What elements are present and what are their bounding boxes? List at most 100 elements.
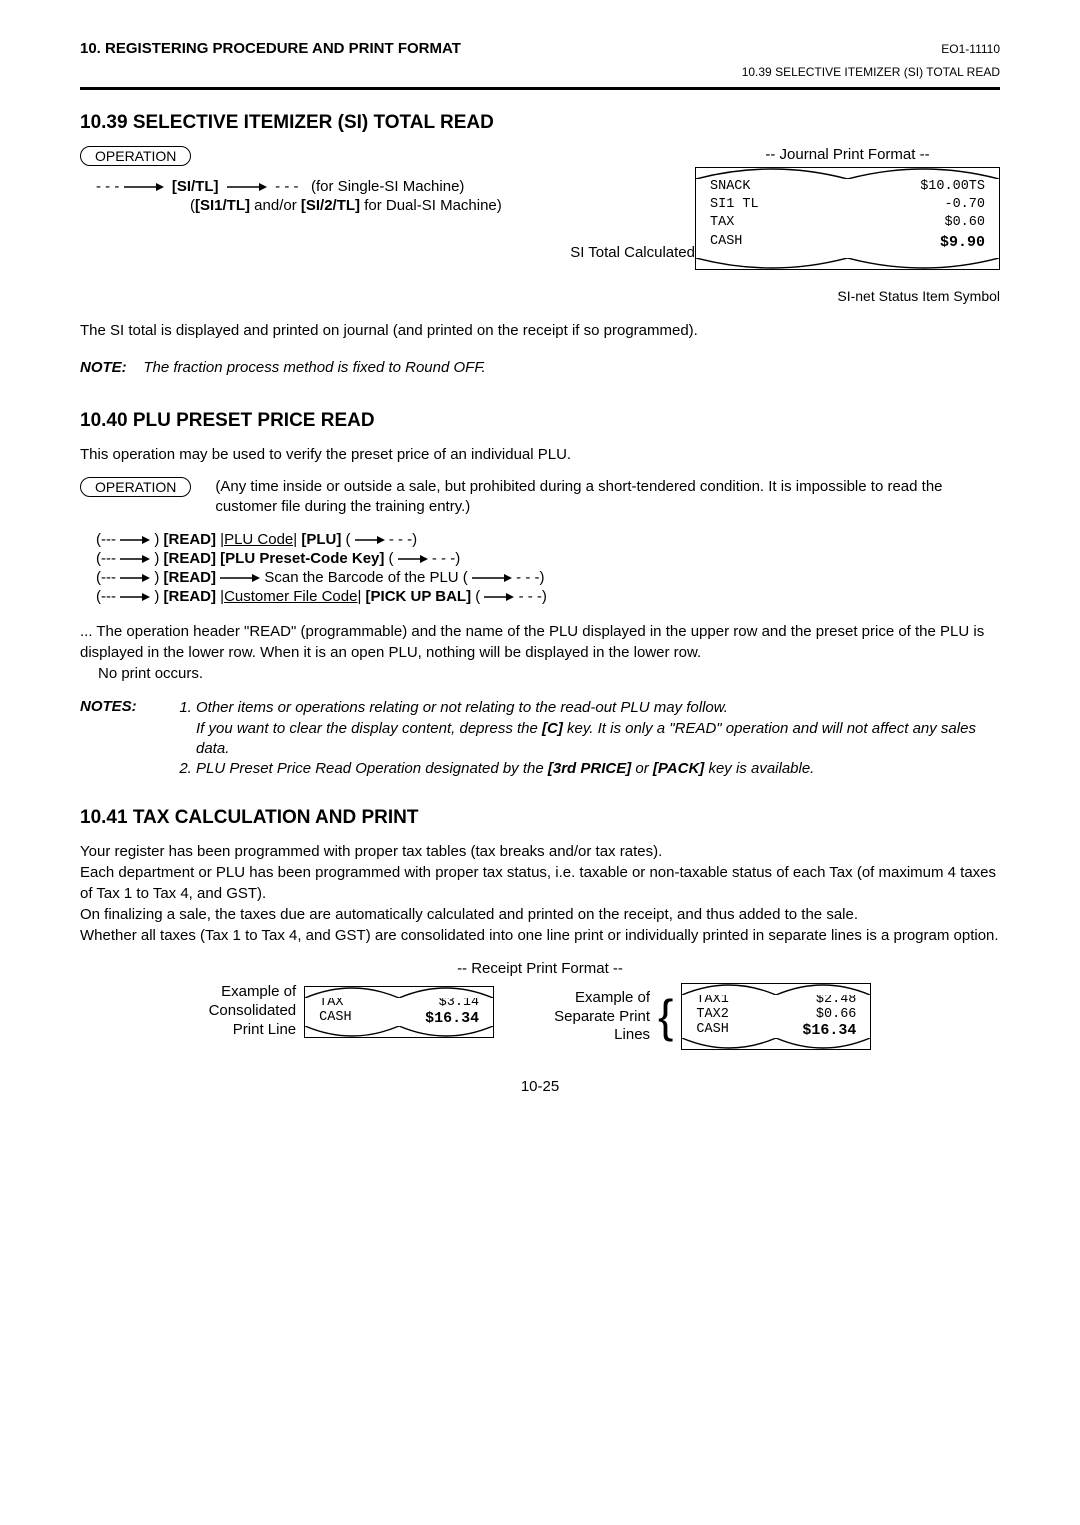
tear-icon: [696, 258, 999, 270]
flow-suffix: (for Single-SI Machine): [311, 178, 464, 195]
note-text: If you want to clear the display content…: [196, 720, 542, 737]
tear-icon: [682, 983, 870, 995]
plu-code: |PLU Code|: [220, 531, 297, 548]
key-pack: [PACK]: [653, 760, 704, 777]
operation-badge: OPERATION: [80, 146, 191, 166]
tear-icon: [305, 1026, 493, 1038]
doc-id: EO1-11110: [941, 42, 1000, 56]
arrow-icon: [472, 573, 512, 583]
receipt-value: $10.00TS: [920, 178, 985, 196]
receipt-label: CASH: [696, 1022, 728, 1039]
note-text: or: [631, 760, 653, 777]
si-status-label: SI-net Status Item Symbol: [695, 288, 1000, 304]
tear-icon: [696, 167, 999, 179]
note-label: NOTE:: [80, 359, 127, 376]
section-1039-body: OPERATION - - - [SI/TL] - - - (for Singl…: [80, 146, 1000, 304]
section-1041-body: Your register has been programmed with p…: [80, 841, 1000, 946]
label-line: Separate Print: [554, 1008, 650, 1025]
page-number: 10-25: [80, 1078, 1000, 1095]
brace-icon: {: [658, 996, 673, 1037]
notes-block: NOTES: Other items or operations relatin…: [80, 698, 1000, 779]
label-line: Consolidated: [209, 1002, 297, 1019]
para: Whether all taxes (Tax 1 to Tax 4, and G…: [80, 925, 1000, 946]
tear-icon: [682, 1038, 870, 1050]
section-1041-title: 10.41 TAX CALCULATION AND PRINT: [80, 807, 1000, 829]
key-pickup-bal: [PICK UP BAL]: [366, 588, 472, 605]
example-separate: Example of Separate Print Lines { TAX1$2…: [554, 983, 871, 1050]
arrow-icon: [355, 535, 385, 545]
receipt-label: SI1 TL: [710, 196, 759, 214]
body-text-2: No print occurs.: [80, 665, 203, 682]
section-1040-title: 10.40 PLU PRESET PRICE READ: [80, 410, 1000, 432]
chapter-title: 10. REGISTERING PROCEDURE AND PRINT FORM…: [80, 40, 461, 57]
key-read: [READ]: [164, 550, 217, 567]
receipt-value: -0.70: [944, 196, 985, 214]
key-read: [READ]: [164, 531, 217, 548]
scan-barcode-text: Scan the Barcode of the PLU: [264, 569, 458, 586]
arrow-icon: [227, 182, 267, 192]
receipt-value: $9.90: [940, 233, 985, 253]
receipt-box: TAX$3.14 CASH$16.34: [304, 986, 494, 1038]
operation-row: OPERATION (Any time inside or outside a …: [80, 477, 1000, 518]
receipt-examples: Example of Consolidated Print Line TAX$3…: [80, 983, 1000, 1050]
example-label: Example of Separate Print Lines: [554, 989, 650, 1045]
receipt-format-label: -- Receipt Print Format --: [80, 960, 1000, 977]
read-lines: (--- ) [READ] |PLU Code| [PLU] ( - - -) …: [80, 531, 1000, 605]
page-header: 10. REGISTERING PROCEDURE AND PRINT FORM…: [80, 40, 1000, 57]
read-line: (--- ) [READ] |Customer File Code| [PICK…: [96, 588, 1000, 605]
body-text: ... The operation header "READ" (program…: [80, 623, 984, 661]
label-line: Example of: [221, 983, 296, 1000]
header-rule: [80, 87, 1000, 90]
para: Your register has been programmed with p…: [80, 841, 1000, 862]
label-line: Lines: [614, 1026, 650, 1043]
para: On finalizing a sale, the taxes due are …: [80, 904, 1000, 925]
section-1039-para: The SI total is displayed and printed on…: [80, 320, 1000, 341]
section-1039-title: 10.39 SELECTIVE ITEMIZER (SI) TOTAL READ: [80, 112, 1000, 134]
receipt-label: TAX: [710, 214, 734, 232]
notes-label: NOTES:: [80, 698, 176, 779]
label-line: Print Line: [233, 1021, 296, 1038]
operation-desc: (Any time inside or outside a sale, but …: [215, 477, 1000, 518]
receipt-value: $16.34: [802, 1022, 856, 1039]
receipt-label: TAX2: [696, 1007, 728, 1022]
flow-line: - - - [SI/TL] - - - (for Single-SI Machi…: [80, 178, 695, 195]
example-consolidated: Example of Consolidated Print Line TAX$3…: [209, 983, 495, 1039]
journal-receipt: SNACK$10.00TS SI1 TL-0.70 TAX$0.60 CASH$…: [695, 167, 1000, 270]
note-text: PLU Preset Price Read Operation designat…: [196, 760, 548, 777]
arrow-icon: [120, 573, 150, 583]
key-read: [READ]: [164, 569, 217, 586]
journal-format-label: -- Journal Print Format --: [695, 146, 1000, 163]
section-1040-intro: This operation may be used to verify the…: [80, 444, 1000, 465]
receipt-value: $0.66: [816, 1007, 857, 1022]
section-1039-note: NOTE: The fraction process method is fix…: [80, 357, 1000, 378]
label-line: Example of: [575, 989, 650, 1006]
receipt-box: TAX1$2.48 TAX2$0.66 CASH$16.34: [681, 983, 871, 1050]
tear-icon: [305, 986, 493, 998]
receipt-value: $0.60: [944, 214, 985, 232]
key-plu: [PLU]: [301, 531, 341, 548]
customer-file-code: |Customer File Code|: [220, 588, 361, 605]
example-label: Example of Consolidated Print Line: [209, 983, 297, 1039]
arrow-icon: [124, 182, 164, 192]
note-text: key is available.: [704, 760, 814, 777]
section-1040-body: ... The operation header "READ" (program…: [80, 621, 1000, 684]
note-item: PLU Preset Price Read Operation designat…: [196, 759, 1000, 779]
arrow-icon: [220, 573, 260, 583]
read-line: (--- ) [READ] |PLU Code| [PLU] ( - - -): [96, 531, 1000, 548]
flow-sub: ([SI1/TL] and/or [SI/2/TL] for Dual-SI M…: [80, 197, 695, 214]
para: Each department or PLU has been programm…: [80, 862, 1000, 904]
key-c: [C]: [542, 720, 563, 737]
receipt-label: CASH: [319, 1010, 351, 1027]
read-line: (--- ) [READ] [PLU Preset-Code Key] ( - …: [96, 550, 1000, 567]
key-si-tl: [SI/TL]: [172, 178, 219, 195]
si-total-calculated: SI Total Calculated: [80, 244, 695, 261]
section-ref: 10.39 SELECTIVE ITEMIZER (SI) TOTAL READ: [80, 65, 1000, 79]
note-body: The fraction process method is fixed to …: [143, 359, 485, 376]
receipt-label: SNACK: [710, 178, 751, 196]
note-text: Other items or operations relating or no…: [196, 699, 728, 716]
key-3rd-price: [3rd PRICE]: [548, 760, 631, 777]
arrow-icon: [484, 592, 514, 602]
arrow-icon: [120, 535, 150, 545]
read-line: (--- ) [READ] Scan the Barcode of the PL…: [96, 569, 1000, 586]
arrow-icon: [398, 554, 428, 564]
